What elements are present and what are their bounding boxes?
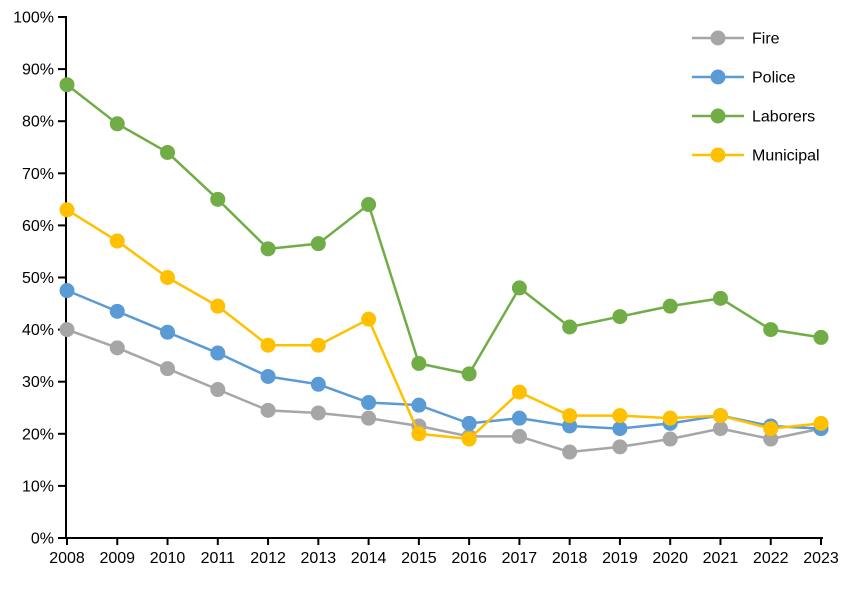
data-point-municipal-2008 (59, 202, 75, 218)
data-point-fire-2008 (59, 322, 75, 338)
data-point-police-2008 (59, 283, 75, 299)
data-point-municipal-2011 (210, 298, 226, 314)
x-tick-label: 2022 (753, 550, 789, 567)
data-point-police-2009 (109, 303, 125, 319)
data-point-fire-2010 (160, 361, 176, 377)
legend-marker-municipal (710, 147, 726, 163)
data-point-municipal-2012 (260, 337, 276, 353)
x-tick-label: 2019 (602, 550, 638, 567)
data-point-municipal-2021 (712, 408, 728, 424)
y-tick-label: 70% (22, 166, 54, 183)
data-point-fire-2013 (310, 405, 326, 421)
data-point-fire-2011 (210, 382, 226, 398)
data-point-fire-2018 (562, 444, 578, 460)
data-point-laborers-2013 (310, 236, 326, 252)
data-point-laborers-2020 (662, 298, 678, 314)
data-point-municipal-2023 (813, 415, 829, 431)
data-point-laborers-2014 (361, 197, 377, 213)
data-point-police-2010 (160, 324, 176, 340)
x-tick-label: 2013 (301, 550, 337, 567)
y-tick-label: 40% (22, 322, 54, 339)
y-tick-label: 0% (31, 531, 54, 548)
data-point-laborers-2010 (160, 144, 176, 160)
legend-marker-police (710, 69, 726, 85)
data-point-police-2016 (461, 415, 477, 431)
data-point-laborers-2018 (562, 319, 578, 335)
data-point-laborers-2021 (712, 290, 728, 306)
y-tick-label: 90% (22, 62, 54, 79)
data-point-laborers-2011 (210, 191, 226, 207)
x-tick-label: 2010 (150, 550, 186, 567)
data-point-municipal-2019 (612, 408, 628, 424)
series-line-municipal (65, 208, 823, 441)
data-point-municipal-2009 (109, 233, 125, 249)
data-point-laborers-2015 (411, 355, 427, 371)
data-point-police-2014 (361, 395, 377, 411)
data-point-laborers-2023 (813, 329, 829, 345)
data-point-police-2013 (310, 376, 326, 392)
data-point-municipal-2022 (763, 421, 779, 437)
data-point-municipal-2018 (562, 408, 578, 424)
data-point-fire-2020 (662, 431, 678, 447)
y-tick-label: 60% (22, 218, 54, 235)
data-point-laborers-2009 (109, 116, 125, 132)
data-point-laborers-2016 (461, 366, 477, 382)
data-point-laborers-2019 (612, 309, 628, 325)
data-point-municipal-2013 (310, 337, 326, 353)
x-tick-label: 2015 (401, 550, 437, 567)
data-point-fire-2012 (260, 402, 276, 418)
data-point-police-2017 (511, 410, 527, 426)
x-tick-label: 2016 (451, 550, 487, 567)
x-tick-label: 2014 (351, 550, 387, 567)
legend-label-police: Police (752, 70, 796, 87)
data-point-police-2011 (210, 345, 226, 361)
legend-label-laborers: Laborers (752, 109, 815, 126)
x-tick-label: 2008 (49, 550, 85, 567)
data-point-fire-2021 (712, 421, 728, 437)
y-tick-label: 50% (22, 270, 54, 287)
data-point-fire-2022 (763, 431, 779, 447)
x-tick-label: 2021 (703, 550, 739, 567)
data-point-laborers-2022 (763, 322, 779, 338)
data-point-municipal-2020 (662, 410, 678, 426)
y-tick-label: 100% (13, 10, 54, 27)
x-tick-label: 2020 (652, 550, 688, 567)
data-point-laborers-2008 (59, 77, 75, 93)
legend-marker-fire (710, 30, 726, 46)
x-tick-label: 2018 (552, 550, 588, 567)
data-point-police-2018 (562, 418, 578, 434)
series-line-fire (65, 328, 823, 454)
data-point-fire-2009 (109, 340, 125, 356)
x-tick-label: 2012 (250, 550, 286, 567)
data-point-municipal-2015 (411, 426, 427, 442)
data-point-fire-2017 (511, 428, 527, 444)
data-point-police-2012 (260, 368, 276, 384)
legend-label-fire: Fire (752, 31, 780, 48)
data-point-laborers-2017 (511, 280, 527, 296)
y-tick-label: 20% (22, 426, 54, 443)
legend-marker-laborers (710, 108, 726, 124)
data-point-fire-2019 (612, 439, 628, 455)
data-point-municipal-2016 (461, 431, 477, 447)
series-line-laborers (65, 83, 823, 376)
data-point-municipal-2010 (160, 270, 176, 285)
series-line-police (65, 289, 823, 430)
data-point-police-2019 (612, 421, 628, 437)
data-point-fire-2014 (361, 410, 377, 426)
data-point-police-2015 (411, 397, 427, 413)
x-tick-label: 2017 (502, 550, 538, 567)
data-point-laborers-2012 (260, 241, 276, 257)
x-tick-label: 2011 (201, 550, 236, 567)
y-tick-label: 10% (22, 478, 54, 495)
y-tick-label: 80% (22, 114, 54, 131)
x-tick-label: 2023 (803, 550, 839, 567)
data-point-municipal-2014 (361, 311, 377, 327)
y-tick-label: 30% (22, 374, 54, 391)
data-point-municipal-2017 (511, 384, 527, 400)
x-tick-label: 2009 (99, 550, 135, 567)
legend-label-municipal: Municipal (752, 148, 820, 165)
